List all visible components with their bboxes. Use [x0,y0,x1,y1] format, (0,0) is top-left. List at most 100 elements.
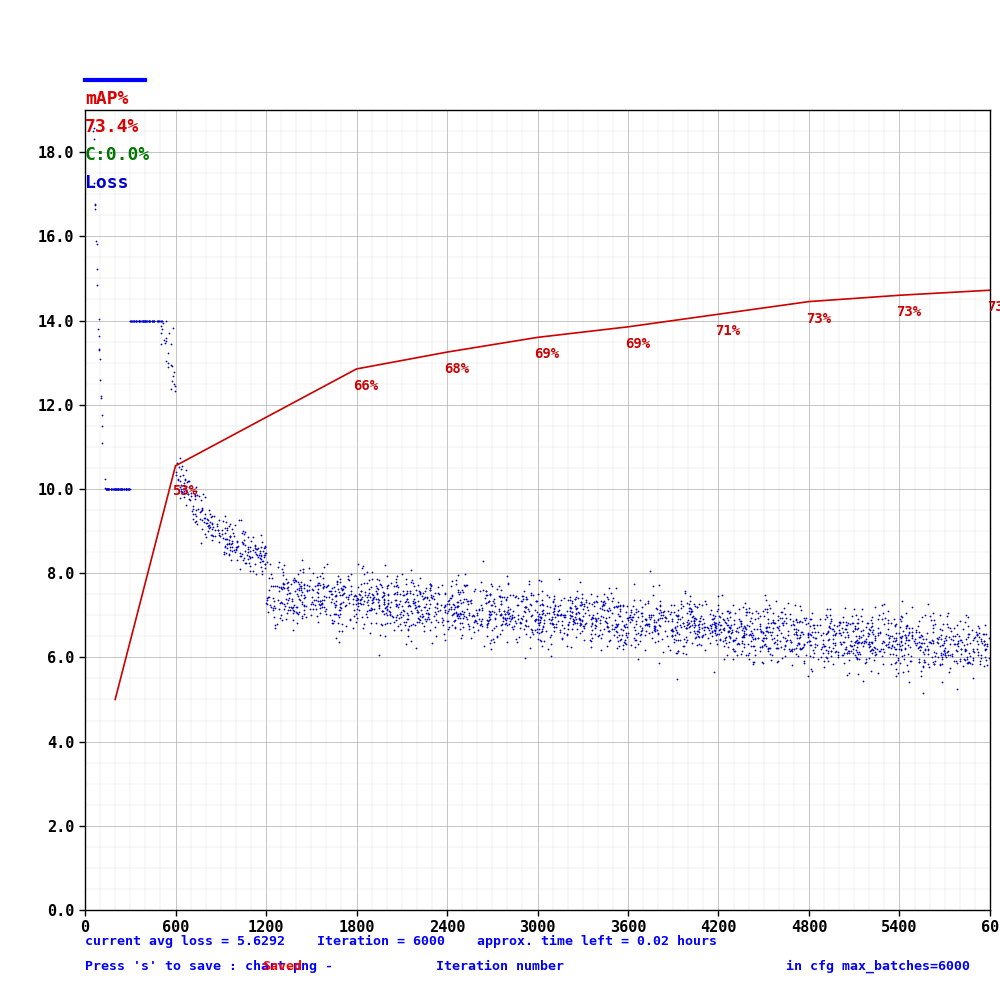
Point [87,197,103,213]
Point [173,481,189,497]
Point [798,610,814,626]
Point [119,481,135,497]
Point [874,648,890,664]
Point [232,545,248,561]
Point [574,613,590,629]
Point [978,641,994,657]
Point [977,649,993,665]
Point [784,641,800,657]
Point [172,468,188,484]
Point [531,625,547,641]
Point [707,619,723,635]
Point [430,585,446,601]
Point [348,596,364,612]
Point [864,634,880,650]
Point [682,600,698,616]
Point [771,618,787,634]
Point [925,654,941,670]
Point [864,635,880,651]
Point [297,589,313,605]
Point [632,592,648,608]
Point [310,581,326,597]
Point [257,547,273,563]
Point [914,635,930,651]
Point [790,622,806,638]
Point [625,609,641,625]
Point [682,593,698,609]
Point [759,623,775,639]
Point [943,623,959,639]
Point [762,640,778,656]
Point [574,623,590,639]
Point [837,641,853,657]
Point [650,633,666,649]
Point [259,554,275,570]
Point [832,625,848,641]
Point [400,622,416,638]
Point [708,620,724,636]
Point [794,640,810,656]
Point [778,633,794,649]
Point [716,622,732,638]
Point [870,665,886,681]
Point [911,629,927,645]
Point [177,480,193,496]
Point [835,609,851,625]
Point [612,601,628,617]
Point [276,557,292,573]
Point [141,313,157,329]
Point [758,620,774,636]
Point [808,630,824,646]
Point [774,650,790,666]
Point [936,635,952,651]
Point [459,611,475,627]
Point [165,320,181,336]
Point [788,626,804,642]
Point [555,607,571,623]
Point [123,313,139,329]
Point [679,614,695,630]
Point [903,653,919,669]
Point [976,633,992,649]
Point [402,585,418,601]
Point [274,612,290,628]
Point [359,603,375,619]
Point [568,601,584,617]
Point [226,542,242,558]
Point [218,531,234,547]
Point [891,625,907,641]
Point [418,613,434,629]
Point [689,626,705,642]
Point [600,619,616,635]
Point [773,639,789,655]
Point [377,628,393,644]
Point [287,572,303,588]
Point [564,604,580,620]
Point [360,587,376,603]
Point [455,619,471,635]
Point [418,580,434,596]
Point [552,607,568,623]
Point [756,630,772,646]
Point [800,626,816,642]
Point [544,616,560,632]
Point [240,544,256,560]
Point [360,592,376,608]
Text: 73.4%: 73.4% [85,118,139,136]
Point [979,638,995,654]
Point [634,620,650,636]
Point [387,592,403,608]
Point [212,528,228,544]
Point [708,632,724,648]
Point [795,639,811,655]
Point [376,585,392,601]
Point [260,604,276,620]
Point [911,639,927,655]
Point [155,315,171,331]
Point [848,649,864,665]
Point [454,627,470,643]
Point [835,647,851,663]
Point [837,621,853,637]
Point [602,632,618,648]
Point [906,633,922,649]
